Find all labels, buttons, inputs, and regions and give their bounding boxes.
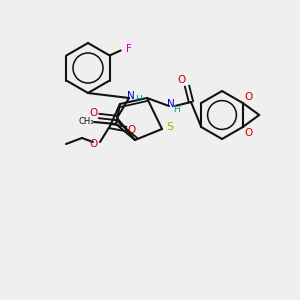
Text: O: O <box>128 125 136 135</box>
Text: H: H <box>174 106 180 115</box>
Text: H: H <box>135 95 141 104</box>
Text: O: O <box>245 92 253 102</box>
Text: O: O <box>89 108 97 118</box>
Text: S: S <box>167 122 174 132</box>
Text: O: O <box>90 139 98 149</box>
Text: N: N <box>127 91 135 101</box>
Text: O: O <box>178 75 186 85</box>
Text: F: F <box>126 44 132 53</box>
Text: CH₃: CH₃ <box>78 116 94 125</box>
Text: N: N <box>167 99 175 109</box>
Text: O: O <box>245 128 253 138</box>
